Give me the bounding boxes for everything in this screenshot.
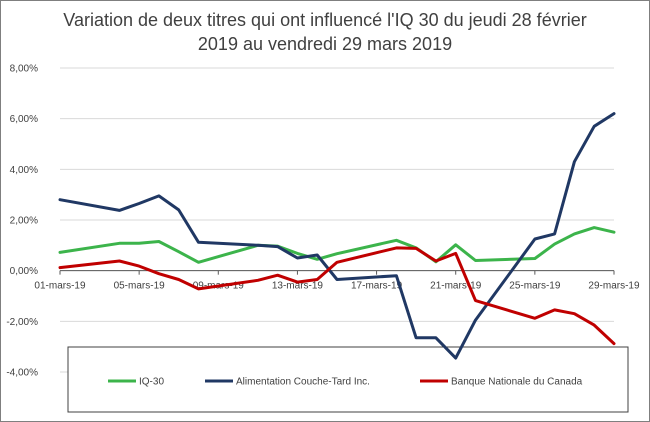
y-axis-tick-labels: -4,00% -2,00% 0,00% 2,00% 4,00% 6,00% 8,00%	[6, 64, 38, 379]
y-tick-label: 2,00%	[10, 216, 38, 227]
legend-box	[67, 346, 629, 413]
x-tick-label: 25-mars-19	[509, 281, 561, 292]
gridlines	[60, 67, 614, 373]
y-tick-label: 0,00%	[10, 266, 38, 277]
x-tick-label: 29-mars-19	[588, 281, 640, 292]
x-axis: 01-mars-19 05-mars-19 09-mars-19 13-mars-19…	[34, 270, 640, 292]
x-tick-label: 01-mars-19	[34, 281, 86, 292]
chart-title: Variation de deux titres qui ont influen…	[20, 8, 630, 56]
legend-label: IQ-30	[139, 377, 164, 388]
y-tick-label: 4,00%	[10, 165, 38, 176]
x-tick-label: 17-mars-19	[351, 281, 403, 292]
x-tick-label: 05-mars-19	[114, 281, 166, 292]
series-line-2	[58, 246, 616, 346]
chart-title-line1: Variation de deux titres qui ont influen…	[63, 10, 587, 30]
series-line-0	[58, 226, 616, 264]
y-tick-label: 6,00%	[10, 114, 38, 125]
legend-label: Alimentation Couche-Tard Inc.	[236, 377, 370, 388]
legend: IQ-30 Alimentation Couche-Tard Inc. Banque…	[108, 377, 583, 388]
x-tick-label: 21-mars-19	[430, 281, 482, 292]
legend-label: Banque Nationale du Canada	[451, 377, 583, 388]
y-tick-label: -2,00%	[6, 317, 38, 328]
series-lines	[58, 112, 616, 360]
y-tick-label: 8,00%	[10, 64, 38, 75]
series-line-1	[58, 112, 616, 360]
x-tick-label: 13-mars-19	[272, 281, 324, 292]
chart-title-line2: 2019 au vendredi 29 mars 2019	[197, 34, 453, 54]
y-tick-label: -4,00%	[6, 368, 38, 379]
